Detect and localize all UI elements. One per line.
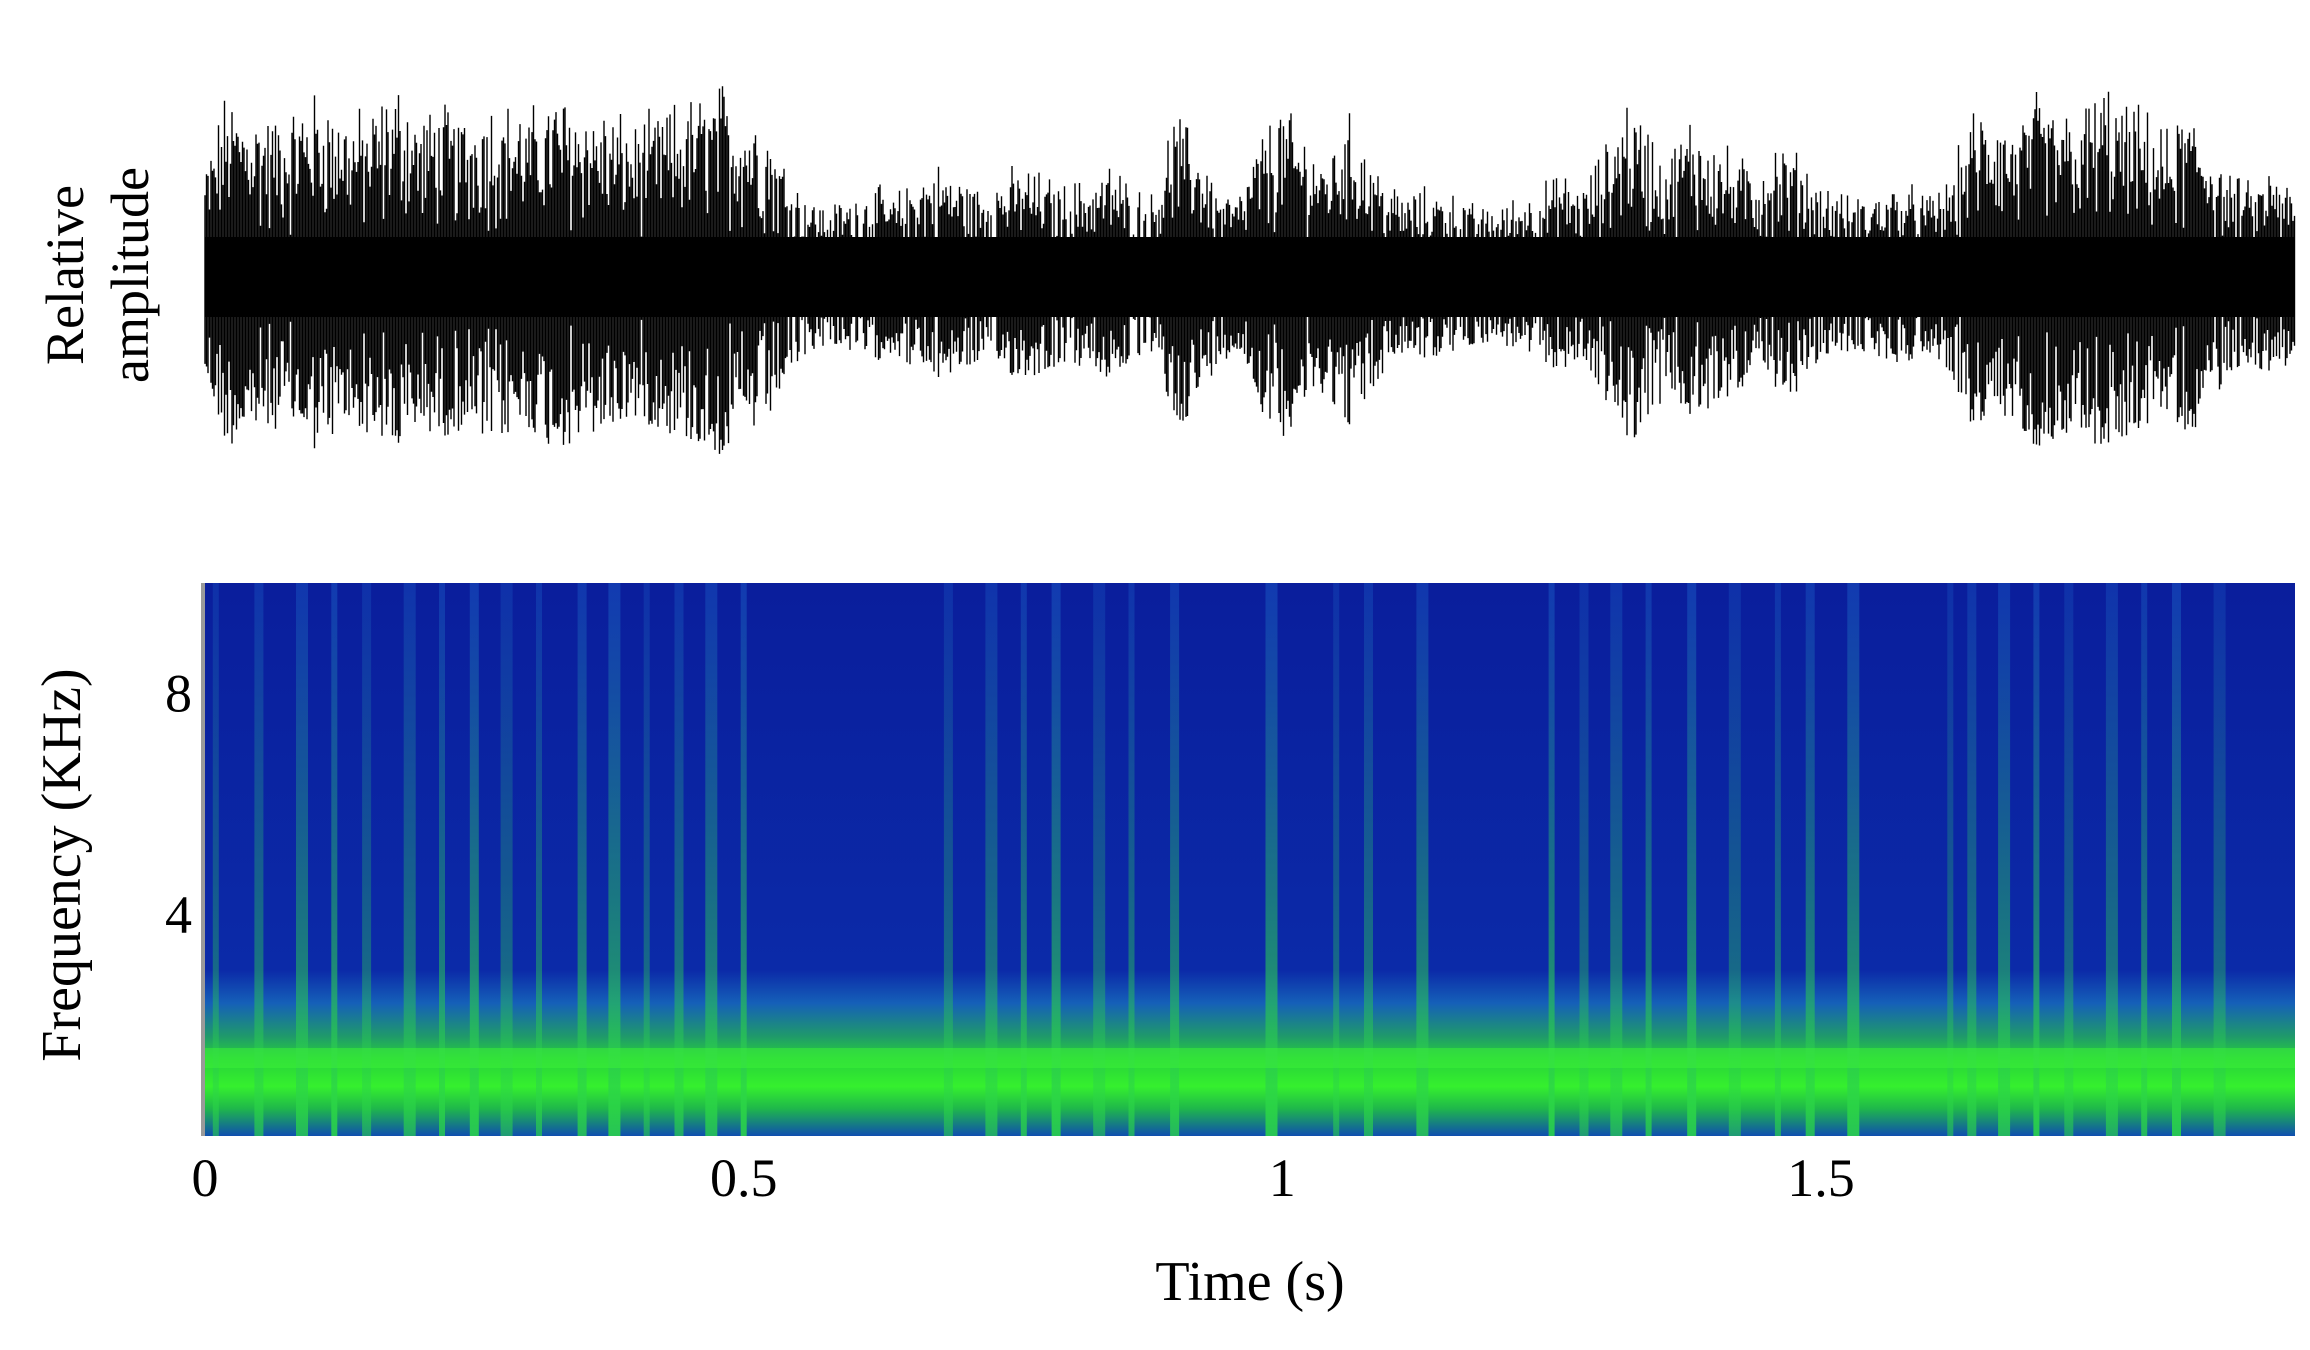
spectrogram-click <box>1364 583 1373 1136</box>
spectrogram-click <box>212 583 219 1136</box>
spectrogram-click <box>500 583 513 1136</box>
x-axis-ticks: 0 0.5 1 1.5 <box>192 1148 1855 1208</box>
spectrogram-background <box>205 583 2295 1136</box>
spectrogram-click <box>1947 583 1954 1136</box>
spectrogram-click <box>2105 583 2118 1136</box>
spectrogram-click <box>2172 583 2181 1136</box>
spectrogram-clicks <box>212 583 2226 1136</box>
x-tick-label: 1 <box>1269 1148 1296 1208</box>
spectrogram-click <box>1847 583 1860 1136</box>
spectrogram-click <box>1687 583 1697 1136</box>
spectrogram-click <box>469 583 479 1136</box>
spectrogram-click <box>1020 583 1027 1136</box>
spectrogram-click <box>403 583 416 1136</box>
spectrogram-click <box>2033 583 2040 1136</box>
waveform-plot <box>204 86 2296 454</box>
spectrogram-click <box>1805 583 1815 1136</box>
spectrogram-click <box>1610 583 1623 1136</box>
spectrogram-click <box>254 583 264 1136</box>
waveform-core <box>205 237 2295 317</box>
spectrogram-click <box>577 583 587 1136</box>
spectrogram-click <box>1579 583 1589 1136</box>
x-tick-label: 0.5 <box>710 1148 778 1208</box>
y-tick-label: 8 <box>165 664 192 724</box>
x-tick-label: 1.5 <box>1787 1148 1855 1208</box>
spectrogram-click <box>1774 583 1781 1136</box>
spectrogram-click <box>1998 583 2011 1136</box>
spectrogram-click <box>1128 583 1135 1136</box>
spectrogram-plot <box>205 583 2295 1136</box>
spectrogram-click <box>1051 583 1061 1136</box>
spectrogram-click <box>740 583 747 1136</box>
y-axis-ticks: 48 <box>165 664 192 945</box>
waveform-ylabel-line-2: amplitude <box>100 167 160 383</box>
spectrogram-click <box>439 583 445 1136</box>
spectrogram-click <box>674 583 684 1136</box>
spectrogram-click <box>1170 583 1180 1136</box>
spectrogram-click <box>1548 583 1555 1136</box>
x-axis-label: Time (s) <box>1155 1251 1344 1313</box>
spectrogram-click <box>1645 583 1652 1136</box>
spectrogram-click <box>1728 583 1741 1136</box>
spectrogram-click <box>1265 583 1278 1136</box>
spectrogram-click <box>1333 583 1340 1136</box>
spectrogram-click <box>296 583 308 1136</box>
spectrogram-dominant-band <box>205 1048 2295 1068</box>
spectrogram-click <box>943 583 953 1136</box>
spectrogram-click <box>2213 583 2226 1136</box>
waveform-ylabel-line-1: Relative <box>35 185 95 365</box>
spectrogram-click <box>608 583 621 1136</box>
x-tick-label: 0 <box>192 1148 219 1208</box>
spectrogram-click <box>331 583 338 1136</box>
spectrogram-click <box>985 583 998 1136</box>
y-tick-label: 4 <box>165 885 192 945</box>
spectrogram-click <box>705 583 718 1136</box>
spectrogram-click <box>2141 583 2148 1136</box>
spectrogram-click <box>1093 583 1106 1136</box>
y-axis-label: Frequency (KHz) <box>31 668 93 1061</box>
waveform-ylabel: Relative amplitude <box>35 167 160 383</box>
spectrogram-click <box>1416 583 1429 1136</box>
spectrogram-click <box>1967 583 1977 1136</box>
spectrogram-click <box>362 583 372 1136</box>
spectrogram-click <box>643 583 650 1136</box>
spectrogram-click <box>2064 583 2074 1136</box>
spectrogram-click <box>536 583 542 1136</box>
